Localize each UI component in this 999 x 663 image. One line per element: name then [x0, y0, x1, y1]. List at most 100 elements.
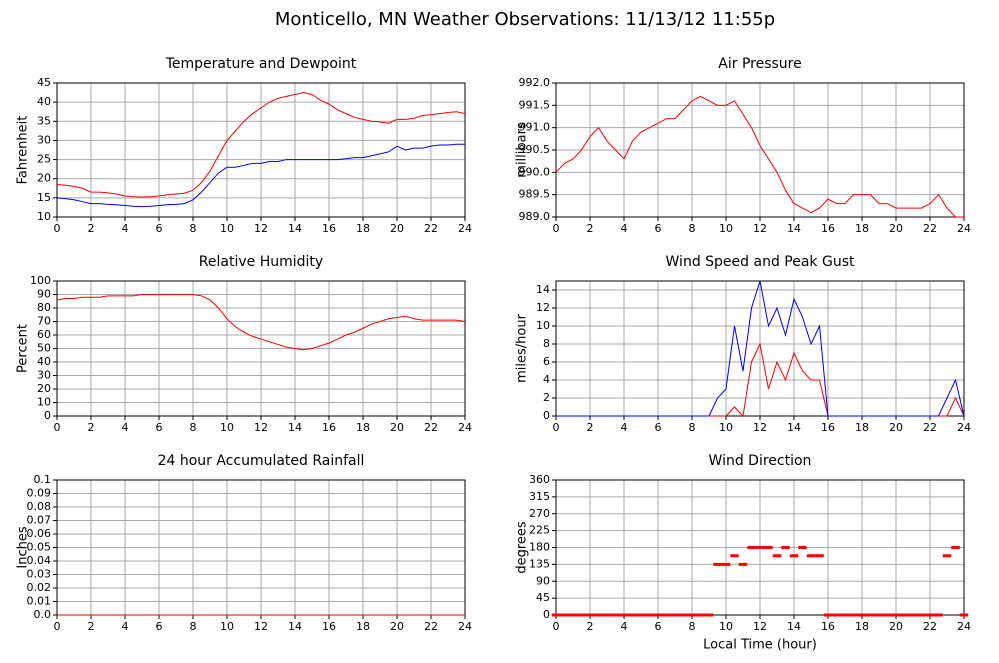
y-axis-label: miles/hour	[515, 313, 530, 382]
data-point	[628, 613, 637, 617]
data-point	[883, 613, 892, 617]
x-tick-label: 0	[553, 620, 560, 633]
data-point	[636, 613, 646, 617]
y-tick-label: 360	[529, 473, 550, 486]
x-tick-label: 6	[655, 620, 662, 633]
data-point	[696, 613, 705, 617]
data-point	[840, 613, 850, 617]
y-tick-label: 0.03	[27, 568, 52, 581]
x-tick-label: 20	[889, 421, 903, 434]
y-tick-label: 270	[529, 507, 550, 520]
plot-frame	[56, 82, 466, 218]
x-tick-label: 16	[322, 421, 336, 434]
x-tick-label: 16	[322, 222, 336, 235]
panel-title: Temperature and Dewpoint	[165, 56, 357, 72]
y-tick-label: 0.1	[34, 473, 52, 486]
data-point	[602, 613, 612, 617]
x-tick-label: 18	[356, 222, 370, 235]
data-point	[942, 554, 952, 558]
x-tick-label: 24	[957, 620, 971, 633]
x-tick-label: 10	[220, 620, 234, 633]
data-line	[56, 294, 466, 351]
x-tick-label: 22	[424, 222, 438, 235]
panel-title: Relative Humidity	[199, 254, 323, 270]
x-tick-label: 22	[923, 421, 937, 434]
data-point	[951, 546, 960, 549]
y-tick-label: 0.04	[27, 554, 52, 567]
x-tick-label: 18	[855, 421, 869, 434]
x-tick-label: 8	[190, 421, 197, 434]
data-point	[568, 613, 578, 617]
x-tick-label: 8	[190, 222, 197, 235]
y-tick-label: 90	[37, 288, 51, 301]
y-tick-label: 0.06	[27, 527, 52, 540]
y-tick-label: 100	[30, 274, 51, 287]
x-tick-label: 2	[587, 222, 594, 235]
data-point	[917, 613, 926, 617]
y-tick-label: 0.09	[27, 487, 52, 500]
x-tick-label: 24	[458, 222, 472, 235]
x-tick-label: 10	[719, 421, 733, 434]
x-tick-label: 0	[553, 222, 560, 235]
data-point	[645, 613, 654, 617]
x-tick-label: 6	[156, 620, 163, 633]
y-axis-label: millibars	[515, 122, 530, 178]
y-tick-label: 15	[37, 191, 51, 204]
data-point	[738, 562, 748, 566]
data-point	[679, 613, 688, 617]
y-tick-label: 10	[37, 396, 51, 409]
data-point	[925, 613, 935, 617]
x-tick-label: 12	[753, 222, 767, 235]
y-tick-label: 2	[543, 391, 550, 404]
x-tick-label: 16	[821, 421, 835, 434]
x-tick-label: 8	[689, 620, 696, 633]
x-tick-label: 2	[88, 222, 95, 235]
y-tick-label: 30	[37, 133, 51, 146]
x-tick-label: 12	[753, 620, 767, 633]
x-tick-label: 8	[689, 222, 696, 235]
data-point	[772, 554, 782, 558]
data-point	[713, 562, 722, 566]
x-tick-label: 14	[787, 421, 801, 434]
data-point	[611, 613, 620, 617]
y-tick-label: 0.07	[27, 514, 52, 527]
y-tick-label: 14	[536, 283, 550, 296]
x-tick-label: 8	[689, 421, 696, 434]
x-tick-label: 10	[719, 620, 733, 633]
panel-title: 24 hour Accumulated Rainfall	[158, 453, 365, 469]
y-tick-label: 0.08	[27, 500, 52, 513]
x-tick-label: 24	[957, 421, 971, 434]
x-tick-label: 2	[587, 421, 594, 434]
x-tick-label: 0	[553, 421, 560, 434]
data-line	[555, 95, 964, 218]
y-tick-label: 991.0	[519, 121, 551, 134]
y-tick-label: 4	[543, 373, 550, 386]
y-tick-label: 45	[536, 591, 550, 604]
x-tick-label: 20	[889, 222, 903, 235]
x-tick-label: 16	[322, 620, 336, 633]
y-tick-label: 6	[543, 355, 550, 368]
data-point	[857, 613, 867, 617]
x-tick-label: 20	[390, 620, 404, 633]
x-tick-label: 4	[621, 421, 628, 434]
x-tick-label: 4	[122, 222, 129, 235]
x-tick-label: 6	[655, 421, 662, 434]
x-tick-label: 10	[220, 421, 234, 434]
data-line	[56, 92, 466, 198]
y-tick-label: 80	[37, 301, 51, 314]
x-tick-label: 12	[753, 421, 767, 434]
plot-frame	[555, 82, 965, 218]
data-point	[934, 613, 943, 617]
data-point	[891, 613, 901, 617]
x-tick-label: 12	[254, 222, 268, 235]
panel-title: Wind Speed and Peak Gust	[666, 254, 855, 270]
plot-frame	[555, 479, 965, 616]
y-tick-label: 10	[37, 210, 51, 223]
y-tick-label: 990.0	[519, 165, 551, 178]
x-tick-label: 20	[889, 620, 903, 633]
x-tick-label: 6	[156, 421, 163, 434]
x-tick-label: 2	[88, 620, 95, 633]
data-point	[662, 613, 671, 617]
data-point	[594, 613, 603, 617]
